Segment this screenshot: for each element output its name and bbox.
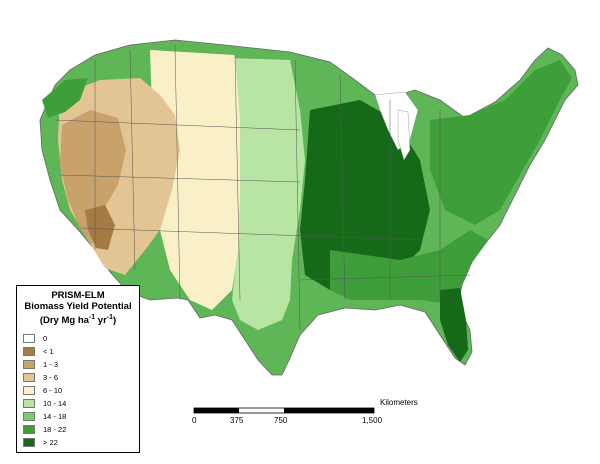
- legend-title: PRISM-ELM Biomass Yield Potential (Dry M…: [23, 290, 133, 326]
- legend-label: 0: [43, 333, 48, 343]
- legend-label: 10 - 14: [43, 398, 67, 408]
- legend-item: 1 - 3: [23, 358, 133, 370]
- scale-units: Kilometers: [380, 398, 418, 407]
- legend-swatch: [23, 346, 35, 356]
- scale-tick-1500: 1,500: [362, 416, 383, 425]
- legend-label: 6 - 10: [43, 385, 63, 395]
- legend-title-line3: (Dry Mg ha-1 yr-1): [23, 312, 133, 326]
- legend-label: 3 - 6: [43, 372, 59, 382]
- legend-item: 10 - 14: [23, 397, 133, 409]
- scale-bar: Kilometers 0 375 750 1,500: [190, 398, 430, 434]
- legend-swatch: [23, 333, 35, 343]
- lake-michigan: [397, 109, 411, 161]
- legend-swatch: [23, 398, 35, 408]
- scale-tick-0: 0: [192, 416, 197, 425]
- scale-tick-750: 750: [274, 416, 288, 425]
- florida-dark: [440, 288, 468, 362]
- map-legend: PRISM-ELM Biomass Yield Potential (Dry M…: [16, 285, 140, 453]
- southeast-green: [330, 230, 488, 305]
- scale-bar-graphic: [193, 407, 375, 414]
- legend-label: < 1: [43, 346, 54, 356]
- northeast-green: [430, 60, 572, 225]
- legend-list: 0 < 1 1 - 3 3 - 6 6 - 10 10 - 14 14 - 18 18 - 2…: [23, 332, 133, 448]
- legend-item: 6 - 10: [23, 384, 133, 396]
- legend-label: 14 - 18: [43, 411, 67, 421]
- plains-pale-zone: [230, 58, 305, 330]
- legend-item: 3 - 6: [23, 371, 133, 383]
- legend-swatch: [23, 424, 35, 434]
- legend-label: 1 - 3: [43, 359, 59, 369]
- legend-item: 0: [23, 332, 133, 344]
- legend-swatch: [23, 385, 35, 395]
- legend-title-line2: Biomass Yield Potential: [24, 301, 132, 312]
- legend-label: > 22: [43, 437, 58, 447]
- legend-unit-mid: yr: [95, 315, 107, 327]
- legend-item: 14 - 18: [23, 410, 133, 422]
- legend-unit-suffix: ): [113, 315, 117, 327]
- legend-unit-exp2: -1: [106, 314, 113, 321]
- legend-swatch: [23, 359, 35, 369]
- legend-item: < 1: [23, 345, 133, 357]
- mojave-brown: [85, 205, 115, 250]
- scale-tick-375: 375: [230, 416, 244, 425]
- legend-unit-prefix: (Dry Mg ha: [39, 315, 89, 327]
- great-basin-brown: [60, 110, 126, 245]
- pacific-northwest-green: [42, 78, 88, 118]
- legend-item: 18 - 22: [23, 423, 133, 435]
- legend-title-line1: PRISM-ELM: [51, 290, 105, 301]
- state-boundaries: [54, 44, 471, 331]
- legend-unit-exp1: -1: [88, 314, 96, 321]
- legend-swatch: [23, 372, 35, 382]
- legend-label: 18 - 22: [43, 424, 67, 434]
- legend-item: > 22: [23, 436, 133, 448]
- legend-swatch: [23, 437, 35, 447]
- legend-swatch: [23, 411, 35, 421]
